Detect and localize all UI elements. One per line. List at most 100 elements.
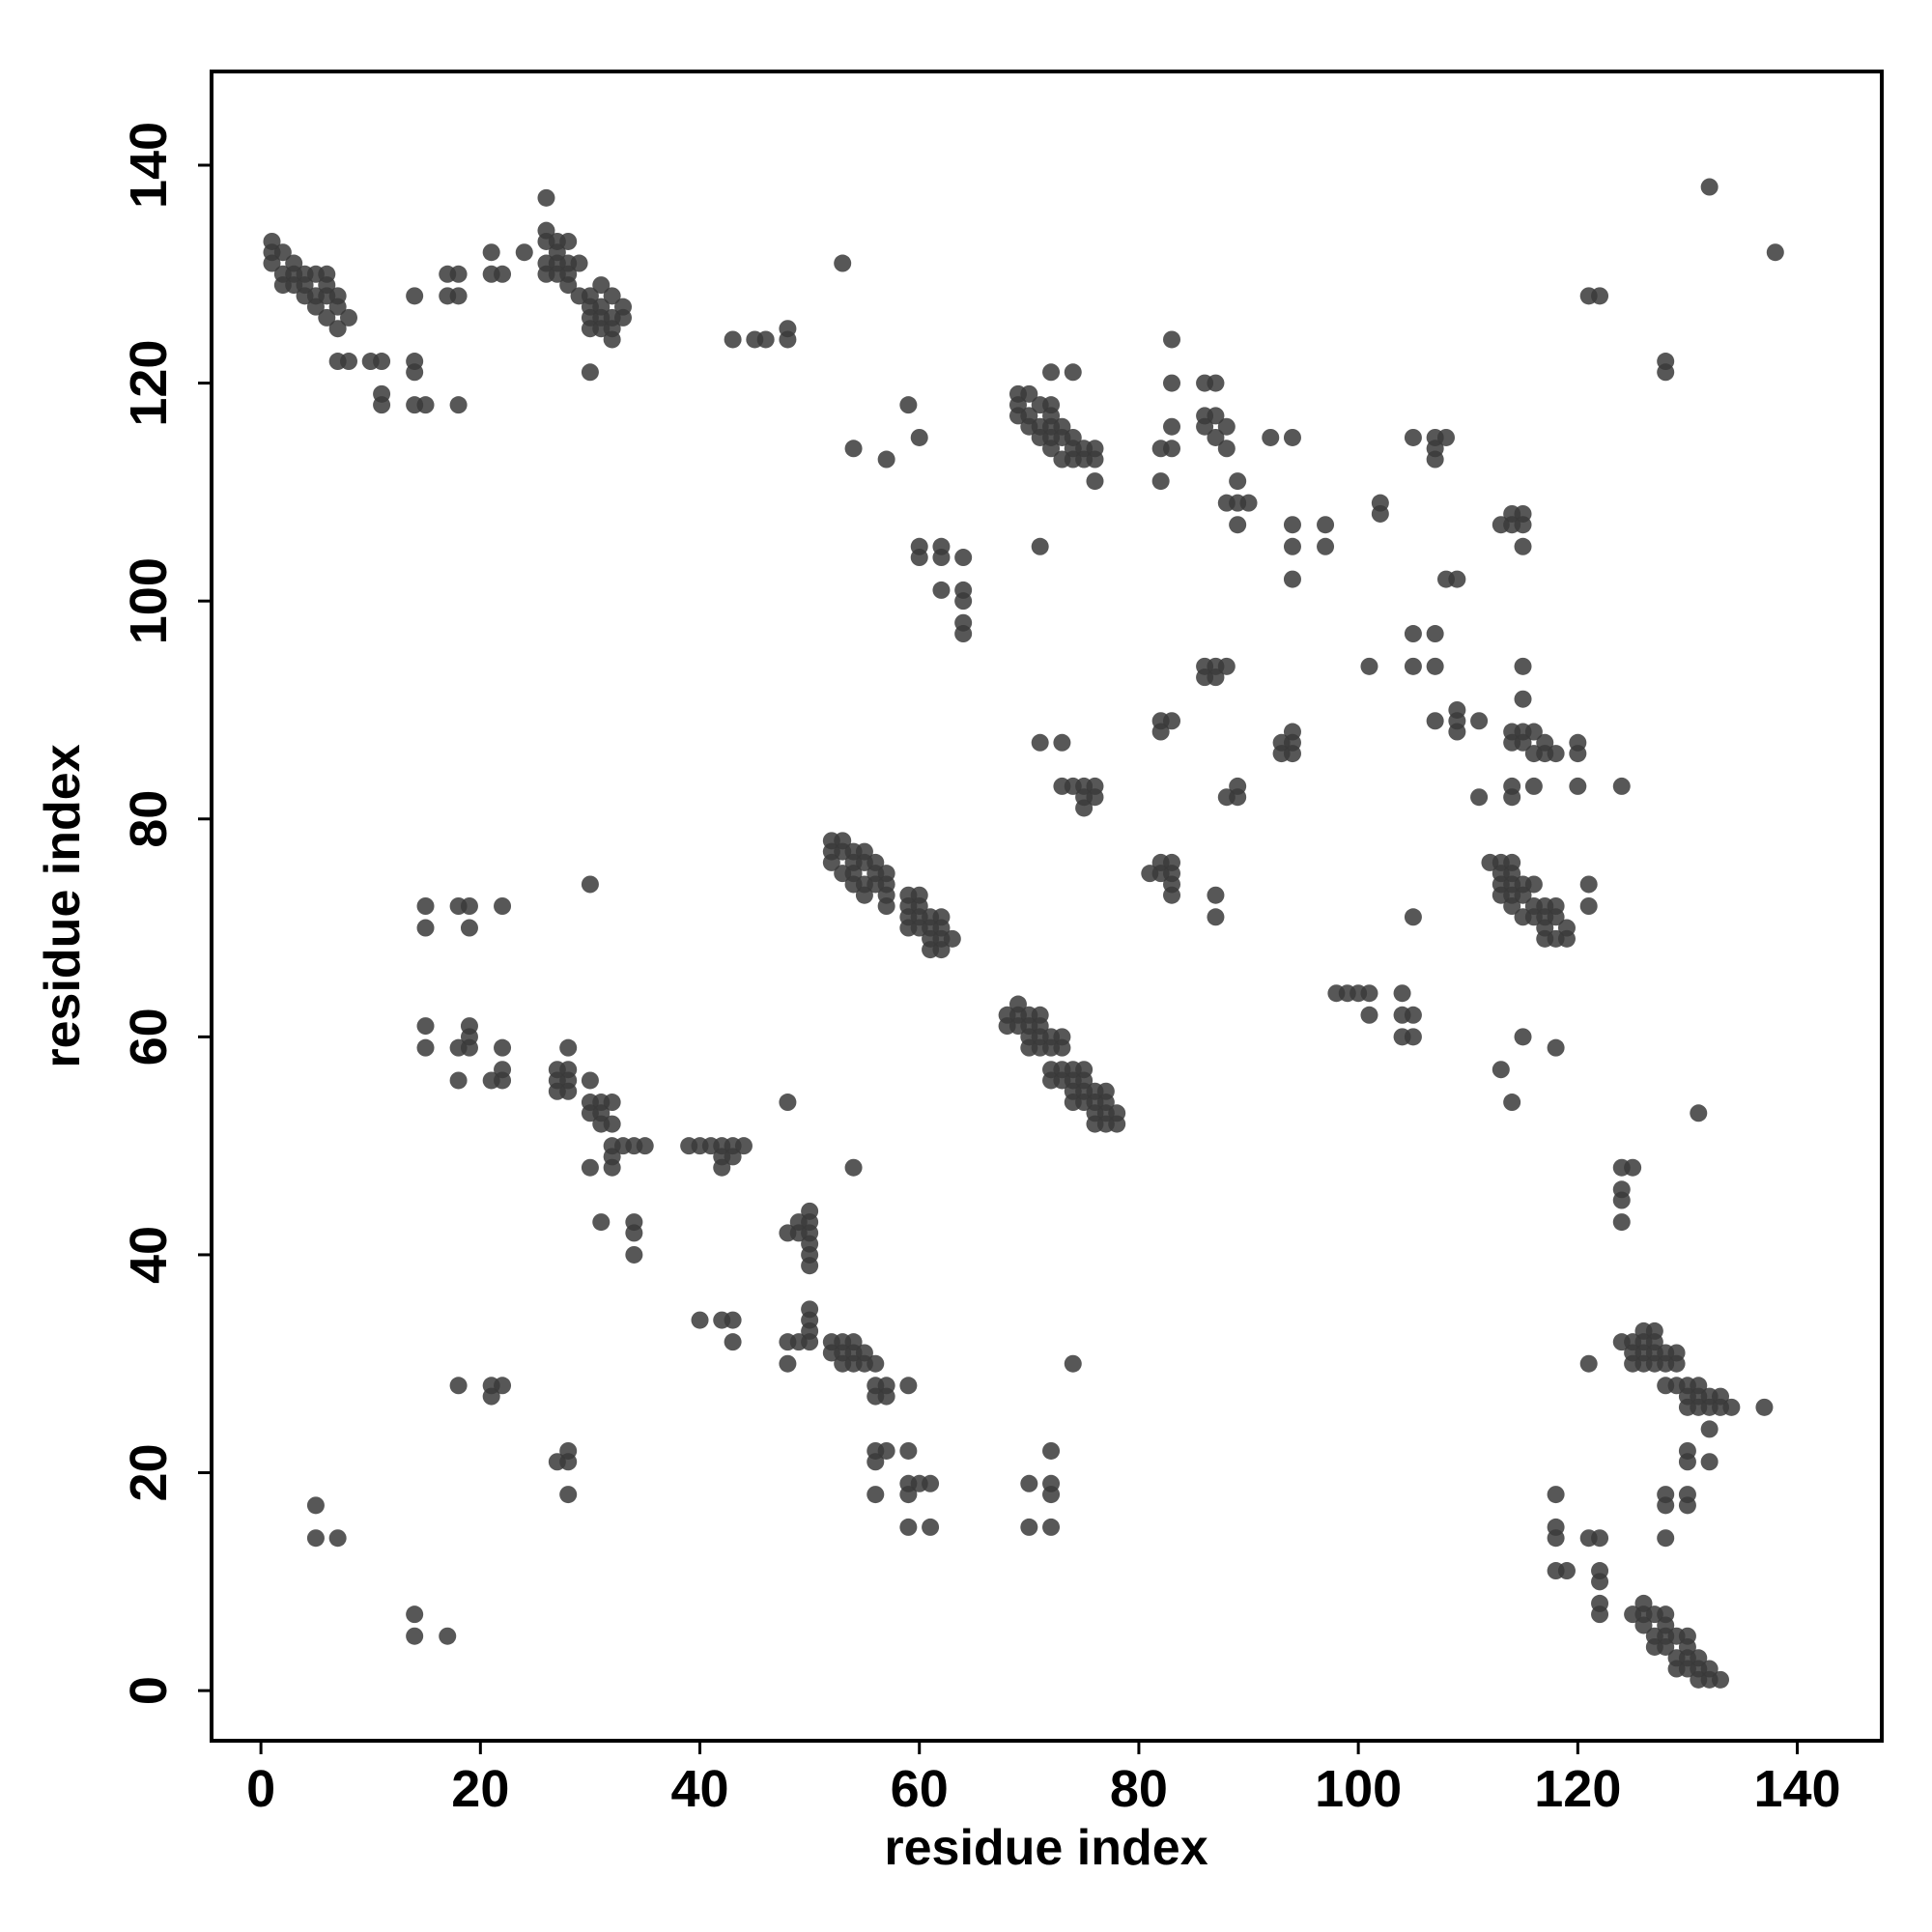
point xyxy=(779,1354,797,1373)
point xyxy=(306,298,325,316)
point xyxy=(1042,1441,1061,1460)
point xyxy=(273,243,292,262)
point xyxy=(581,363,599,382)
y-tick-label: 0 xyxy=(120,1676,178,1705)
point xyxy=(1020,1474,1038,1492)
point xyxy=(779,330,797,349)
point xyxy=(1426,625,1444,643)
point xyxy=(416,396,435,414)
point xyxy=(877,1387,895,1406)
point xyxy=(1163,374,1181,392)
point xyxy=(1657,1496,1675,1515)
point xyxy=(439,1627,457,1645)
plot-frame xyxy=(210,70,1884,1743)
point xyxy=(1075,799,1094,817)
point xyxy=(449,287,468,305)
point xyxy=(1163,330,1181,349)
point xyxy=(1031,537,1049,555)
x-tick-label: 140 xyxy=(1753,1760,1840,1818)
point xyxy=(1547,745,1565,763)
point xyxy=(340,308,358,327)
point xyxy=(1393,984,1411,1003)
point xyxy=(263,254,281,272)
point xyxy=(406,363,424,382)
point xyxy=(406,287,424,305)
point xyxy=(834,254,852,272)
point xyxy=(416,1017,435,1036)
point xyxy=(1470,712,1489,730)
point xyxy=(1371,504,1389,523)
point xyxy=(515,243,533,262)
point xyxy=(1053,1038,1071,1057)
point xyxy=(1042,363,1061,382)
point xyxy=(724,330,742,349)
point xyxy=(559,1038,578,1057)
point xyxy=(1657,1637,1675,1656)
point xyxy=(1262,428,1280,446)
point xyxy=(779,1094,797,1112)
point xyxy=(1591,1529,1609,1548)
point xyxy=(954,592,973,611)
point xyxy=(844,440,863,458)
point xyxy=(954,625,973,643)
point xyxy=(625,1245,643,1264)
point xyxy=(1207,428,1225,446)
point xyxy=(1700,178,1719,196)
point xyxy=(1020,1518,1038,1536)
point xyxy=(603,1158,621,1177)
point xyxy=(1404,1028,1422,1046)
point xyxy=(449,1071,468,1090)
point xyxy=(1042,1518,1061,1536)
point xyxy=(1766,243,1784,262)
point xyxy=(625,1224,643,1242)
point xyxy=(756,330,775,349)
point xyxy=(537,188,555,207)
point xyxy=(1470,788,1489,807)
point xyxy=(449,396,468,414)
point xyxy=(1612,1213,1631,1232)
point xyxy=(922,1474,940,1492)
point xyxy=(1283,516,1301,534)
point xyxy=(1207,908,1225,926)
y-tick-label: 80 xyxy=(120,790,178,848)
point xyxy=(1207,407,1225,425)
point xyxy=(460,1038,478,1057)
point xyxy=(1283,745,1301,763)
point xyxy=(1712,1670,1730,1689)
x-tick-label: 120 xyxy=(1534,1760,1621,1818)
point xyxy=(559,1082,578,1100)
point xyxy=(1557,1562,1576,1580)
point xyxy=(603,1115,621,1133)
point xyxy=(1722,1398,1741,1416)
point xyxy=(877,1441,895,1460)
point xyxy=(1690,1104,1708,1122)
point xyxy=(1086,450,1104,469)
point xyxy=(1657,1529,1675,1548)
point xyxy=(373,396,391,414)
point xyxy=(1514,886,1532,904)
point xyxy=(614,308,633,327)
point xyxy=(1514,690,1532,708)
y-tick-label: 60 xyxy=(120,1008,178,1065)
point xyxy=(1700,1420,1719,1438)
point xyxy=(416,897,435,915)
point xyxy=(318,308,336,327)
point xyxy=(1404,625,1422,643)
point xyxy=(1404,1006,1422,1024)
point xyxy=(1624,1158,1642,1177)
point xyxy=(844,1158,863,1177)
point xyxy=(1503,897,1521,915)
point xyxy=(559,232,578,250)
point xyxy=(1448,570,1466,588)
point xyxy=(1678,1453,1696,1471)
point xyxy=(482,1387,500,1406)
point xyxy=(1547,1486,1565,1504)
point xyxy=(932,941,951,959)
point xyxy=(1547,1038,1565,1057)
point xyxy=(954,549,973,567)
point xyxy=(1612,1191,1631,1209)
point xyxy=(416,919,435,937)
point xyxy=(899,1486,918,1504)
point xyxy=(1569,745,1587,763)
point xyxy=(1634,1616,1653,1634)
